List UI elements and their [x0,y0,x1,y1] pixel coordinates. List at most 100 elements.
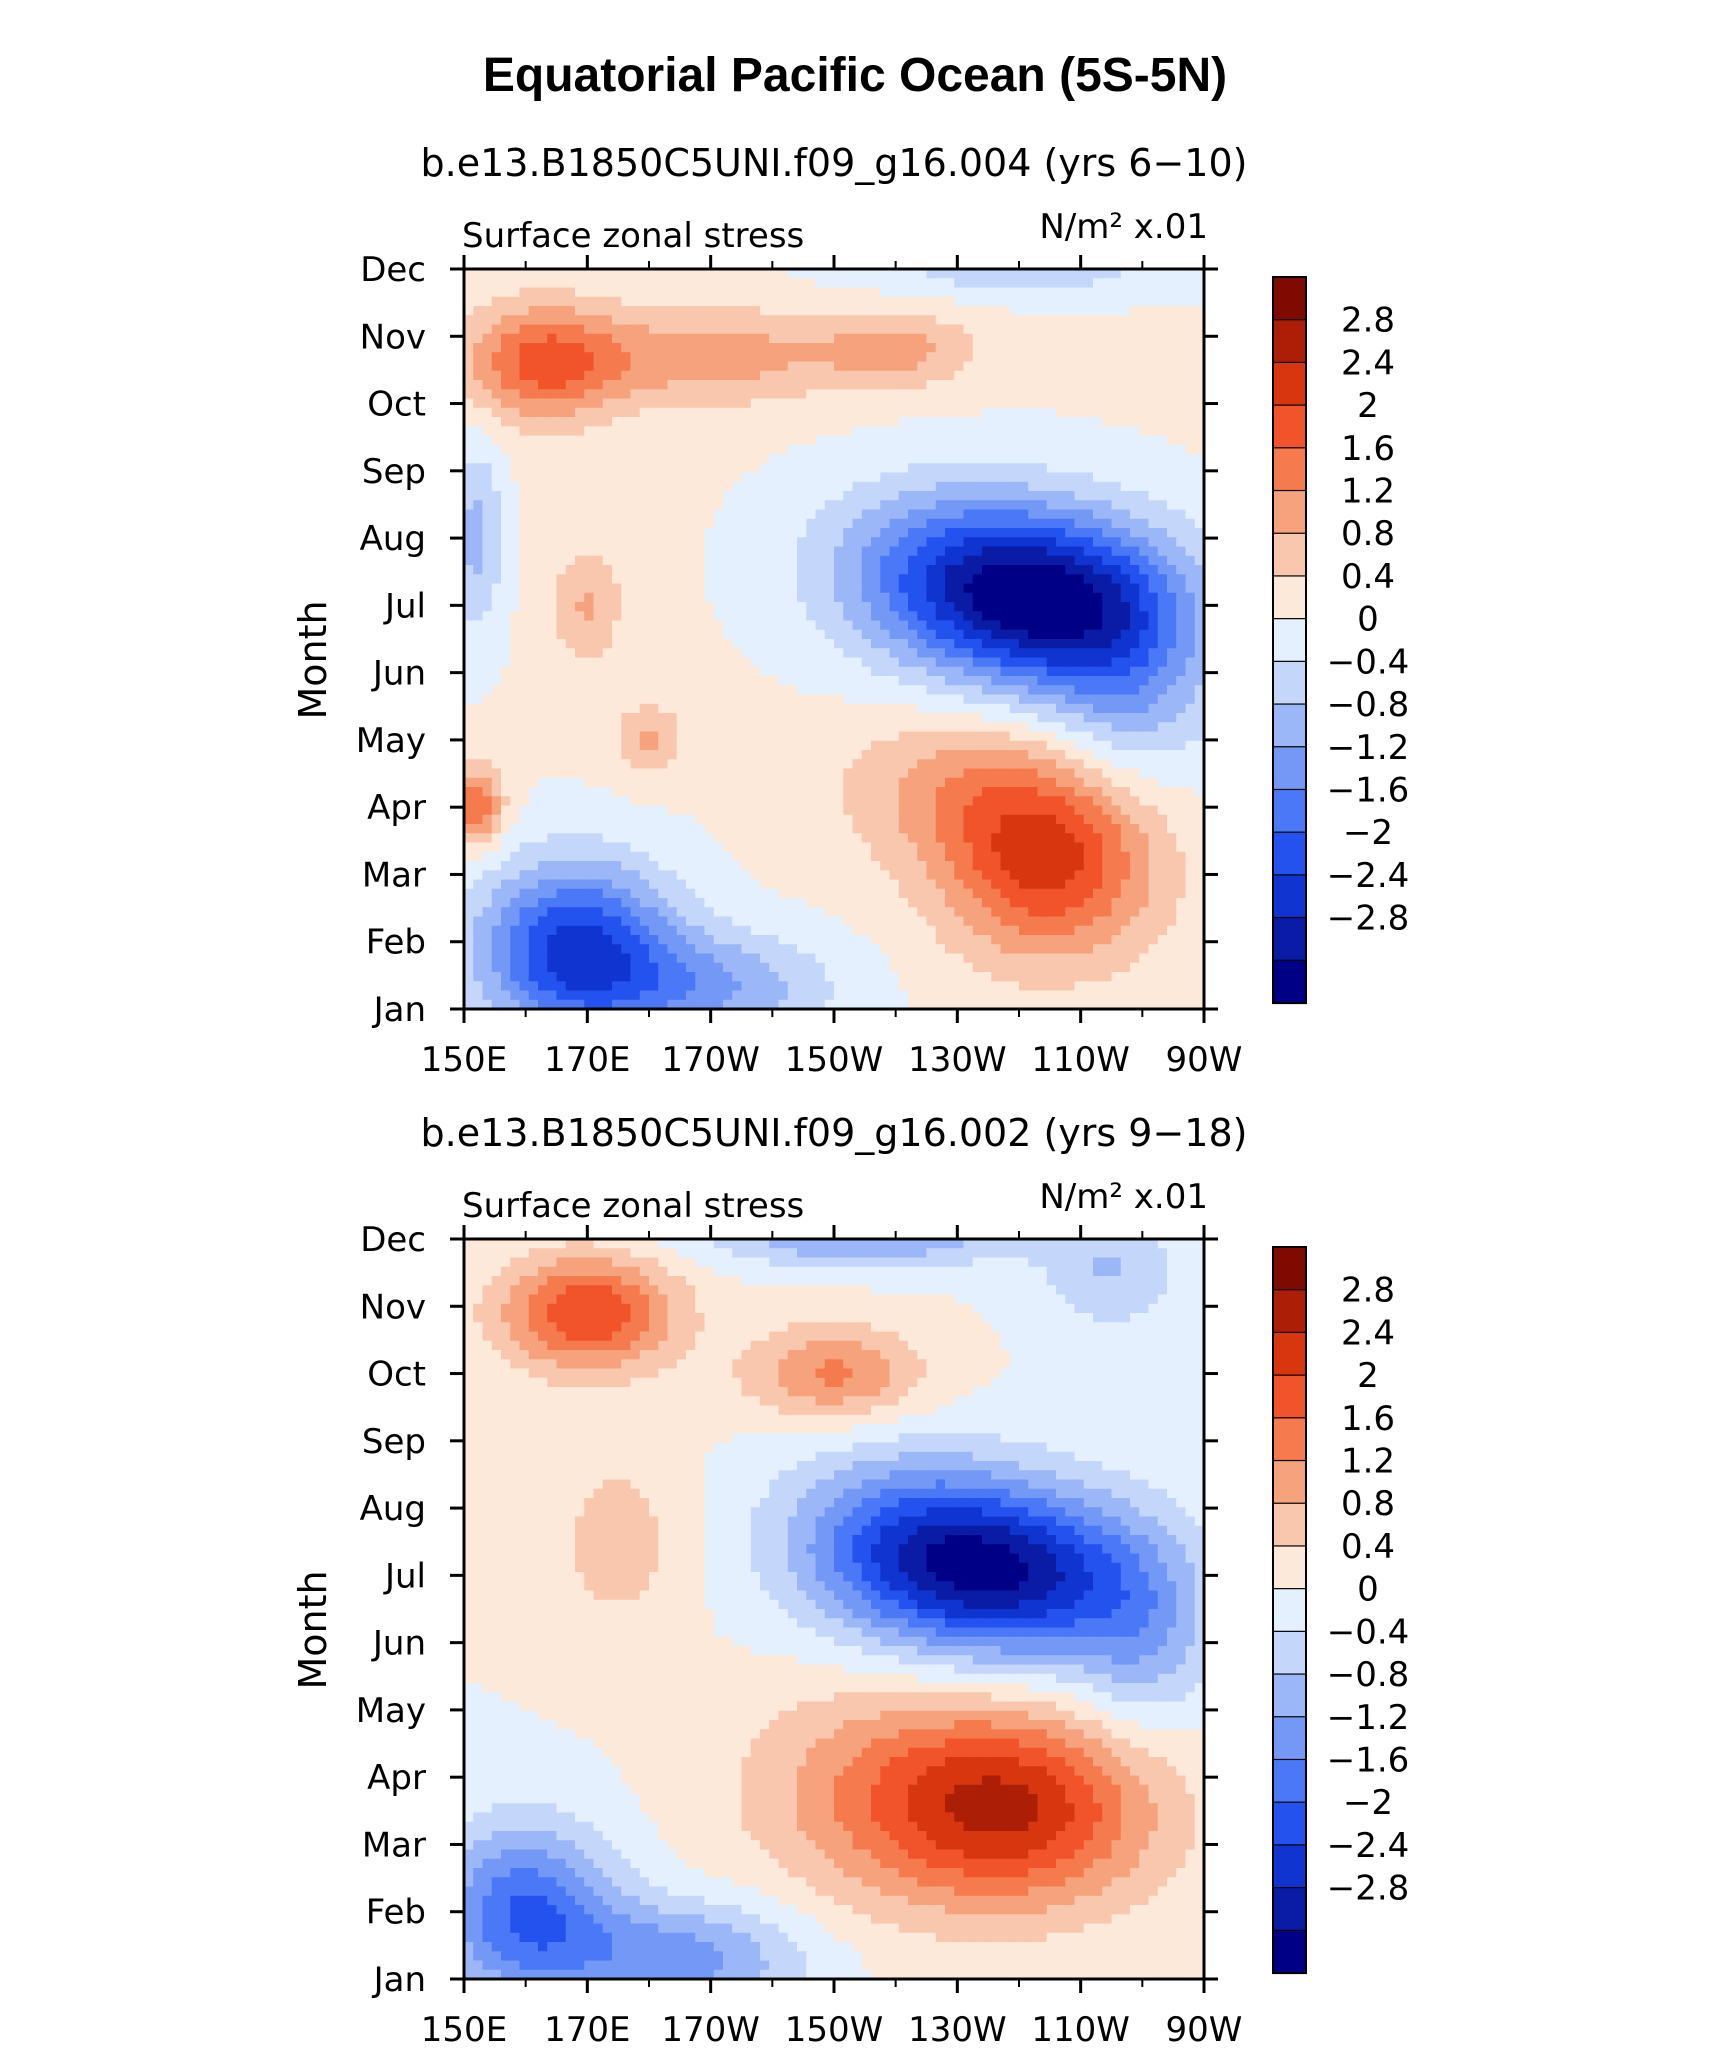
heatmap-cell [630,361,641,372]
heatmap-cell [834,657,844,668]
heatmap-cell [926,463,937,474]
heatmap-cell [723,629,733,640]
heatmap-cell [972,639,983,649]
heatmap-cell [889,555,900,566]
heatmap-cell [843,407,854,418]
heatmap-cell [760,491,770,501]
heatmap-cell [556,333,567,344]
heatmap-cell [1019,592,1029,603]
heatmap-cell [621,287,632,298]
heatmap-cell [602,861,613,871]
heatmap-cell [926,907,937,918]
heatmap-cell [954,999,965,1010]
heatmap-cell [547,648,558,659]
heatmap-cell [639,944,650,955]
heatmap-cell [491,861,502,871]
heatmap-cell [723,454,733,464]
heatmap-cell [649,722,659,733]
heatmap-cell [528,463,539,474]
heatmap-cell [584,768,595,779]
heatmap-cell [593,648,604,659]
heatmap-cell [898,500,909,511]
heatmap-cell [880,731,891,742]
heatmap-cell [556,740,567,751]
heatmap-cell [861,306,872,316]
heatmap-cell [908,888,918,899]
heatmap-cell [473,962,484,973]
heatmap-cell [769,777,780,788]
heatmap-cell [686,629,696,640]
heatmap-cell [954,907,965,918]
heatmap-cell [843,620,854,631]
heatmap-cell [501,657,511,668]
heatmap-cell [908,528,918,538]
heatmap-cell [667,935,678,945]
heatmap-cell [464,907,474,918]
heatmap-cell [575,639,585,649]
heatmap-cell [880,472,891,483]
heatmap-cell [945,296,955,307]
heatmap-cell [538,898,548,908]
heatmap-cell [991,407,1002,418]
heatmap-cell [945,481,955,492]
heatmap-cell [556,676,567,686]
heatmap-cell [880,953,891,964]
heatmap-cell [621,833,632,844]
heatmap-cell [723,851,733,862]
heatmap-cell [834,629,844,640]
heatmap-cell [889,380,900,390]
heatmap-cell [713,703,724,714]
heatmap-cell [732,694,743,705]
heatmap-cell [556,666,567,677]
heatmap-cell [732,805,743,816]
heatmap-cell [584,518,595,529]
heatmap-cell [565,389,576,400]
heatmap-cell [704,935,715,945]
heatmap-cell [538,398,548,409]
heatmap-cell [547,916,558,927]
heatmap-cell [834,611,844,622]
heatmap-cell [871,676,881,686]
heatmap-cell [575,740,585,751]
heatmap-cell [732,787,743,797]
heatmap-cell [538,500,548,511]
heatmap-cell [991,999,1002,1010]
heatmap-cell [658,796,669,807]
heatmap-cell [713,407,724,418]
heatmap-cell [464,787,474,797]
heatmap-cell [917,972,928,982]
heatmap-cell [676,685,687,696]
heatmap-cell [982,685,992,696]
heatmap-cell [723,842,733,853]
heatmap-cell [917,370,928,381]
heatmap-cell [686,648,696,659]
heatmap-cell [945,851,955,862]
heatmap-cell [630,639,641,649]
heatmap-cell [584,639,595,649]
heatmap-cell [695,454,706,464]
heatmap-cell [954,463,965,474]
heatmap-cell [593,722,604,733]
heatmap-cell [954,555,965,566]
heatmap-cell [1019,435,1029,446]
heatmap-cell [482,805,493,816]
heatmap-cell [667,787,678,797]
heatmap-cell [732,620,743,631]
heatmap-cell [491,592,502,603]
heatmap-cell [482,731,493,742]
heatmap-cell [704,750,715,760]
heatmap-cell [538,861,548,871]
heatmap-cell [861,907,872,918]
heatmap-cell [852,528,863,538]
heatmap-cell [612,805,622,816]
heatmap-cell [538,380,548,390]
heatmap-cell [667,629,678,640]
heatmap-cell [630,824,641,834]
heatmap-cell [954,324,965,335]
heatmap-cell [704,472,715,483]
heatmap-cell [473,907,484,918]
heatmap-cell [945,611,955,622]
heatmap-cell [945,583,955,594]
heatmap-cell [473,491,484,501]
heatmap-cell [834,953,844,964]
